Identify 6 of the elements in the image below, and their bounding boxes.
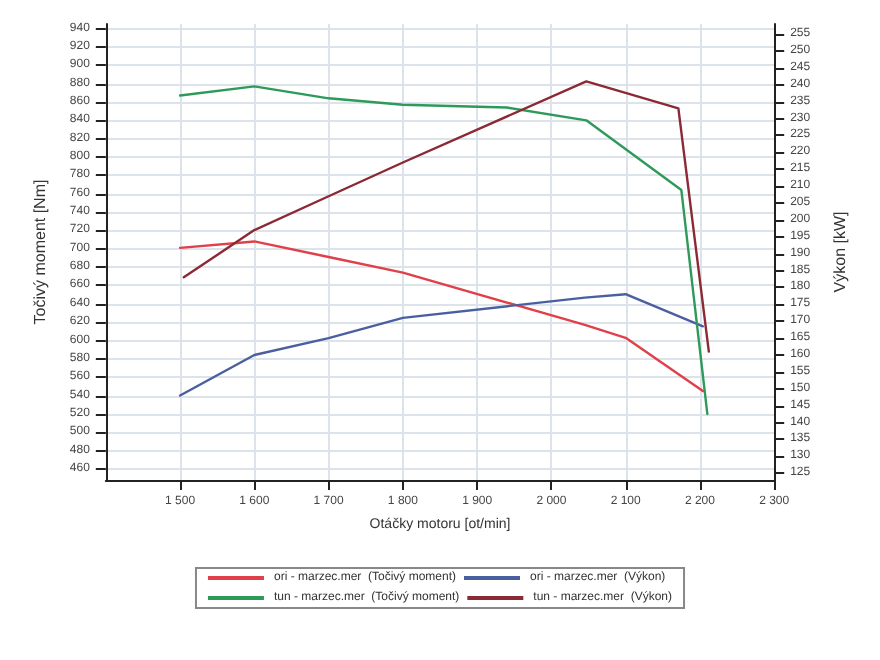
line-series xyxy=(178,293,705,397)
line-series xyxy=(178,85,709,416)
y2-axis-title: Výkon [kW] xyxy=(831,211,849,293)
line-series xyxy=(182,80,711,353)
y-axis-title: Točivý moment [Nm] xyxy=(31,179,49,325)
line-series xyxy=(178,240,705,393)
